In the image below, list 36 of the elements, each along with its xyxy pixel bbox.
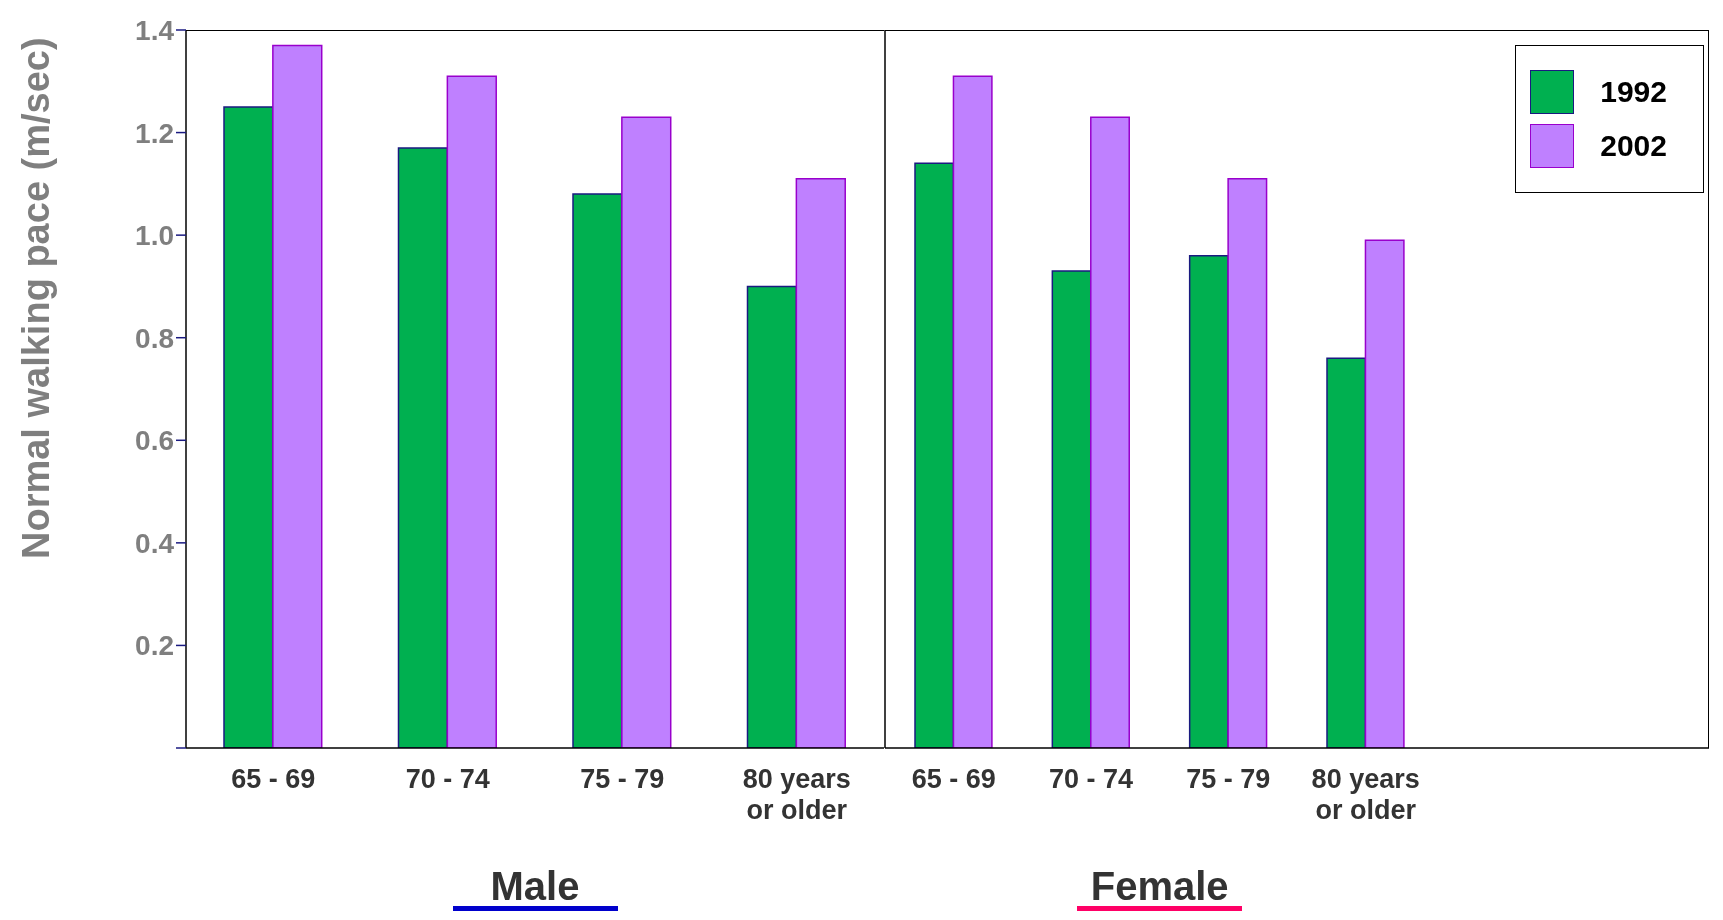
bar: [1051, 270, 1092, 748]
bar: [1188, 254, 1229, 748]
bar: [1090, 116, 1130, 748]
y-tick-label: 1.4: [135, 14, 175, 46]
x-tick-label: 75 - 79: [580, 764, 665, 795]
x-tick-label: 80 years or older: [1311, 764, 1420, 826]
x-tick-label: 70 - 74: [1048, 764, 1134, 795]
bar: [572, 193, 623, 748]
bar: [272, 44, 323, 748]
bar: [446, 75, 497, 748]
legend-label: 1992: [1600, 75, 1667, 109]
bar: [1227, 177, 1268, 748]
bar: [223, 106, 274, 748]
bar: [746, 285, 798, 748]
x-tick-label: 70 - 74: [405, 764, 490, 795]
bar: [1364, 239, 1405, 748]
x-tick-label: 65 - 69: [911, 764, 996, 795]
bar: [1326, 357, 1367, 748]
x-tick-label: 65 - 69: [231, 764, 316, 795]
y-tick-label: 0.2: [135, 630, 174, 662]
x-axis-title: Female: [1090, 864, 1229, 908]
bar: [952, 75, 993, 748]
bar: [914, 162, 955, 748]
y-tick-label: 1.2: [135, 117, 174, 149]
legend-label: 2002: [1600, 129, 1667, 163]
y-tick-label: 0.6: [135, 425, 174, 457]
x-tick-label: 75 - 79: [1186, 764, 1271, 795]
bar: [621, 116, 672, 748]
y-tick-label: 0.8: [135, 322, 174, 354]
x-tick-label: 80 years or older: [742, 764, 851, 826]
x-axis-title: Male: [490, 864, 580, 908]
bar: [397, 147, 449, 748]
bar: [795, 177, 846, 748]
y-axis-title: Normal walking pace (m/sec): [15, 37, 58, 559]
y-tick-label: 1.0: [135, 220, 174, 252]
y-tick-label: 0.4: [135, 527, 175, 559]
